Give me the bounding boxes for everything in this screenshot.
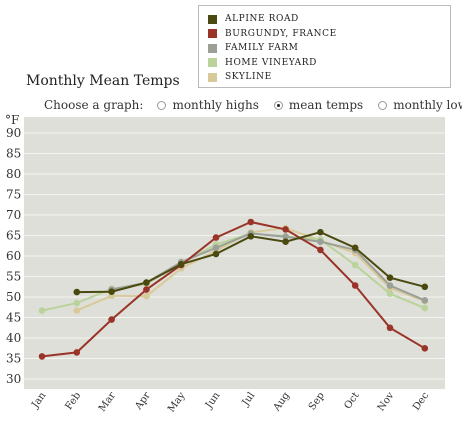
data-point[interactable] (38, 353, 46, 360)
data-point[interactable] (212, 244, 220, 252)
data-point[interactable] (73, 299, 81, 307)
data-point[interactable] (143, 286, 150, 293)
y-tick-label: 90 (6, 126, 21, 140)
data-point[interactable] (351, 244, 359, 252)
y-tick-label: 70 (6, 208, 21, 222)
y-tick-label: 60 (6, 249, 21, 263)
data-point[interactable] (73, 349, 81, 356)
series-burgundy-france (38, 218, 429, 360)
y-axis-label: °F (5, 113, 19, 127)
data-point[interactable] (317, 228, 324, 236)
series-line (41, 220, 426, 358)
legend-label: FAMILY FARM (225, 43, 299, 54)
y-tick-label: 65 (6, 229, 21, 243)
legend-item: SKYLINE (208, 70, 450, 85)
y-tick-label: 80 (6, 167, 21, 181)
y-tick-label: 40 (6, 331, 21, 345)
x-tick-label: Dec (411, 390, 431, 413)
x-tick-label: Jun (203, 390, 223, 411)
data-point[interactable] (282, 226, 289, 233)
x-tick-label: Oct (342, 390, 361, 411)
legend-label: HOME VINEYARD (225, 57, 317, 68)
legend-swatch (208, 14, 217, 24)
data-point[interactable] (317, 238, 324, 245)
legend-item: FAMILY FARM (208, 41, 450, 56)
x-tick-label: Nov (376, 390, 397, 413)
x-tick-label: Apr (133, 390, 153, 412)
y-tick-label: 85 (6, 147, 21, 161)
radio-monthly-highs[interactable]: monthly highs (157, 98, 259, 112)
plot-background (24, 117, 445, 389)
series-alpine-road (73, 228, 429, 296)
y-tick-label: 35 (6, 352, 21, 366)
legend-item: BURGUNDY, FRANCE (208, 27, 450, 42)
y-tick-label: 75 (6, 188, 21, 202)
x-tick-label: Aug (271, 390, 292, 414)
data-point[interactable] (212, 250, 220, 258)
data-point[interactable] (73, 307, 81, 314)
radio-button-icon[interactable] (273, 100, 283, 110)
legend-label: ALPINE ROAD (225, 14, 299, 25)
radio-button-icon[interactable] (378, 100, 388, 110)
data-point[interactable] (108, 316, 115, 323)
data-point[interactable] (421, 283, 429, 291)
x-tick-label: May (166, 390, 188, 414)
x-axis: Jan Feb Mar Apr May Jun Jul Aug Sep Oct Nov Dec (29, 390, 431, 415)
data-point[interactable] (143, 279, 150, 286)
x-tick-label: Jan (29, 390, 48, 411)
graph-chooser: Choose a graph: monthly highs mean temps… (44, 98, 462, 112)
radio-button-icon[interactable] (157, 100, 167, 110)
data-point[interactable] (212, 234, 220, 241)
chooser-prompt: Choose a graph: (44, 98, 144, 112)
data-point[interactable] (282, 238, 289, 245)
data-point[interactable] (38, 307, 46, 314)
data-point[interactable] (247, 218, 255, 226)
radio-label: monthly highs (172, 98, 259, 112)
data-point[interactable] (386, 290, 394, 298)
data-point[interactable] (282, 233, 289, 240)
y-tick-label: 50 (6, 290, 21, 304)
data-point[interactable] (421, 297, 429, 304)
legend-item: HOME VINEYARD (208, 56, 450, 71)
radio-mean-temps[interactable]: mean temps (273, 98, 364, 112)
data-point[interactable] (386, 282, 394, 289)
radio-label: mean temps (288, 98, 364, 112)
legend-label: BURGUNDY, FRANCE (225, 28, 337, 39)
data-point[interactable] (73, 288, 81, 296)
data-point[interactable] (317, 246, 324, 254)
data-point[interactable] (351, 282, 359, 289)
x-tick-label: Jul (240, 390, 257, 408)
legend-swatch (208, 58, 217, 68)
data-point[interactable] (247, 233, 255, 240)
data-point[interactable] (421, 345, 429, 352)
x-tick-label: Feb (64, 390, 84, 412)
chart-title: Monthly Mean Temps (26, 73, 180, 89)
radio-monthly-lows[interactable]: monthly lows (378, 98, 462, 112)
series-group (38, 218, 429, 360)
legend-swatch (208, 29, 217, 39)
legend-label: SKYLINE (225, 72, 272, 83)
legend-item: ALPINE ROAD (208, 12, 450, 27)
legend-swatch (208, 72, 217, 82)
data-point[interactable] (351, 261, 359, 269)
data-point[interactable] (143, 292, 150, 300)
y-axis: 30 35 40 45 50 55 60 65 70 75 80 85 90 (6, 126, 21, 386)
data-point[interactable] (386, 274, 394, 282)
legend: ALPINE ROAD BURGUNDY, FRANCE FAMILY FARM HO… (198, 5, 451, 88)
data-point[interactable] (421, 304, 429, 312)
data-point[interactable] (177, 260, 185, 268)
data-point[interactable] (386, 324, 394, 332)
y-tick-label: 55 (6, 270, 21, 284)
data-point[interactable] (108, 288, 115, 296)
gridlines (24, 132, 445, 380)
legend-swatch (208, 43, 217, 53)
y-tick-label: 30 (6, 372, 21, 386)
x-tick-label: Sep (307, 390, 327, 412)
y-tick-label: 45 (6, 311, 21, 325)
radio-label: monthly lows (393, 98, 462, 112)
x-tick-label: Mar (97, 390, 118, 414)
